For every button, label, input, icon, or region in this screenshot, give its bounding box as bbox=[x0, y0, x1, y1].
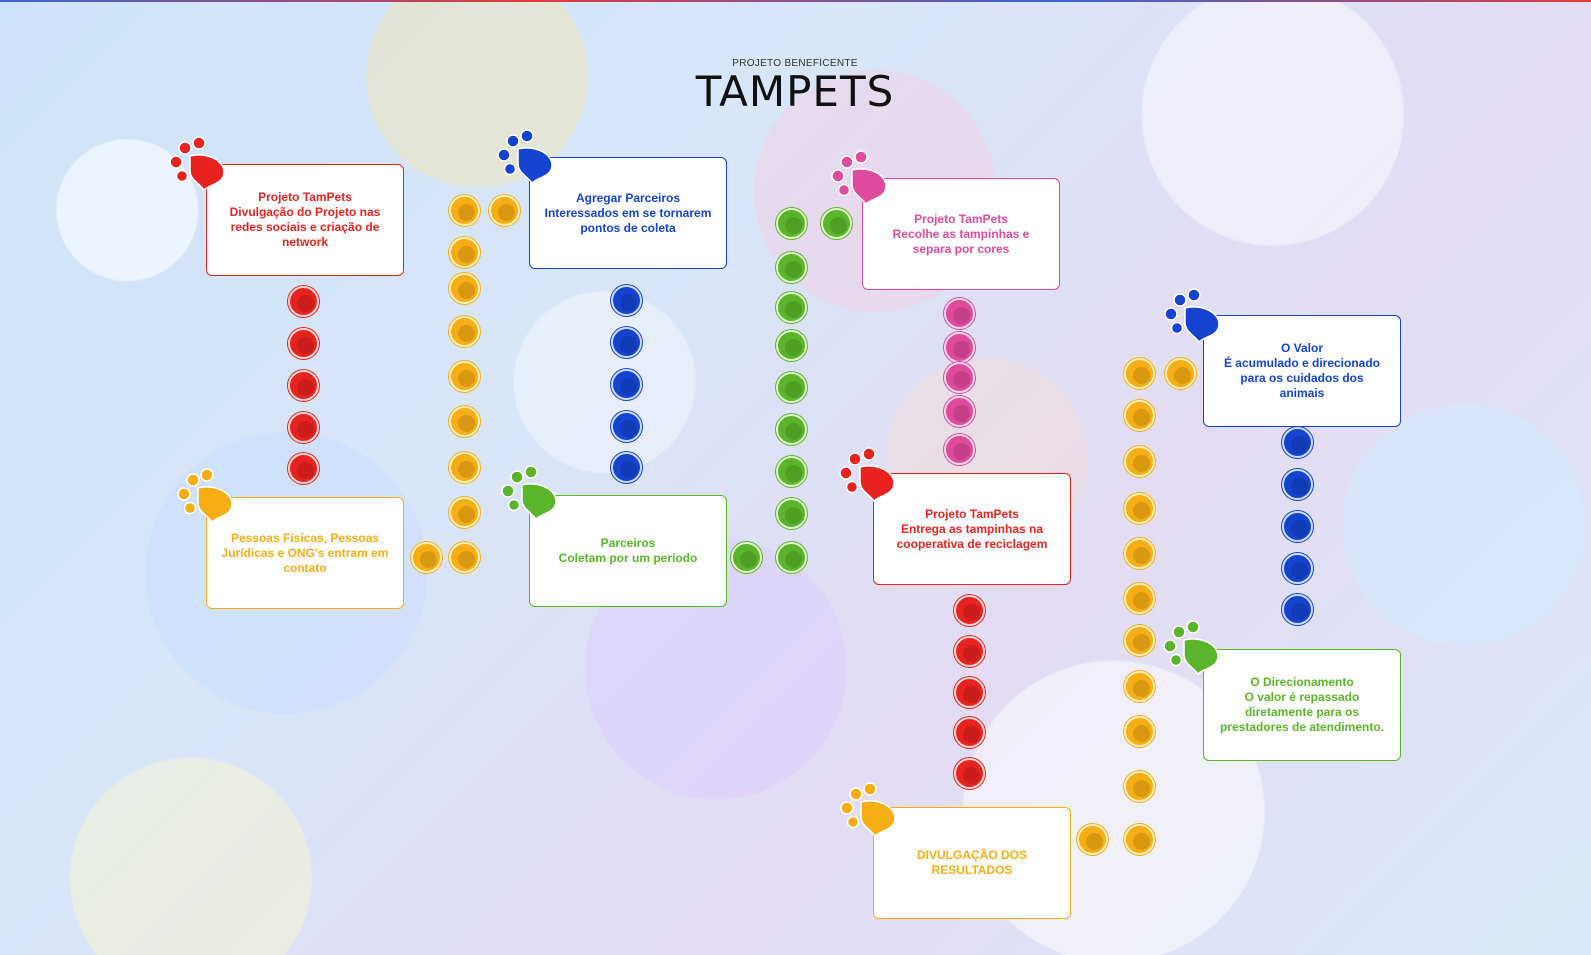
bottle-cap-dot bbox=[776, 252, 807, 283]
bottle-cap-dot bbox=[449, 316, 480, 347]
bottle-cap-dot bbox=[449, 497, 480, 528]
bottle-cap-dot bbox=[449, 406, 480, 437]
step-text: Pessoas Físicas, Pessoas Jurídicas e ONG… bbox=[221, 530, 389, 575]
bottle-cap-dot bbox=[449, 542, 480, 573]
step-text: DIVULGAÇÃO DOS RESULTADOS bbox=[916, 848, 1027, 877]
bottle-cap-dot bbox=[449, 273, 480, 304]
bottle-cap-dot bbox=[611, 452, 642, 483]
bottle-cap-dot bbox=[944, 298, 975, 329]
bottle-cap-dot bbox=[954, 636, 985, 667]
step-card-2: Pessoas Físicas, Pessoas Jurídicas e ONG… bbox=[206, 497, 404, 609]
bottle-cap-dot bbox=[1124, 583, 1155, 614]
bottle-cap-dot bbox=[954, 717, 985, 748]
bottle-cap-dot bbox=[288, 286, 319, 317]
step-card-9: O Direcionamento O valor é repassado dir… bbox=[1203, 649, 1401, 761]
bottle-cap-dot bbox=[1124, 446, 1155, 477]
bottle-cap-dot bbox=[944, 434, 975, 465]
bottle-cap-dot bbox=[1124, 716, 1155, 747]
bottle-cap-dot bbox=[288, 453, 319, 484]
bottle-cap-dot bbox=[288, 412, 319, 443]
bottle-cap-dot bbox=[1124, 493, 1155, 524]
bottle-cap-dot bbox=[954, 677, 985, 708]
step-text: Projeto TamPets Entrega as tampinhas na … bbox=[896, 506, 1048, 551]
bottle-cap-dot bbox=[944, 396, 975, 427]
step-card-8: O Valor É acumulado e direcionado para o… bbox=[1203, 315, 1401, 427]
bottle-cap-dot bbox=[944, 332, 975, 363]
step-text: Parceiros Coletam por um período bbox=[558, 536, 698, 565]
bottle-cap-dot bbox=[1282, 553, 1313, 584]
bottle-cap-dot bbox=[776, 498, 807, 529]
bottle-cap-dot bbox=[1124, 771, 1155, 802]
step-text: Projeto TamPets Divulgação do Projeto na… bbox=[229, 190, 381, 249]
bottle-cap-dot bbox=[489, 195, 520, 226]
tampets-logo: TAMPETS bbox=[695, 67, 895, 116]
bottle-cap-dot bbox=[1282, 594, 1313, 625]
header: PROJETO BENEFICENTE TAMPETS bbox=[690, 58, 900, 115]
bottle-cap-dot bbox=[449, 452, 480, 483]
step-card-6: Projeto TamPets Entrega as tampinhas na … bbox=[873, 473, 1071, 585]
bottle-cap-dot bbox=[611, 411, 642, 442]
paw-icon bbox=[838, 445, 898, 505]
paw-icon bbox=[839, 780, 899, 840]
bottle-cap-dot bbox=[944, 362, 975, 393]
paw-icon bbox=[176, 466, 236, 526]
bottle-cap-dot bbox=[611, 285, 642, 316]
bottle-cap-dot bbox=[776, 330, 807, 361]
bottle-cap-dot bbox=[776, 208, 807, 239]
step-card-5: Projeto TamPets Recolhe as tampinhas e s… bbox=[862, 178, 1060, 290]
step-text: O Direcionamento O valor é repassado dir… bbox=[1219, 675, 1385, 734]
bottle-cap-dot bbox=[1124, 625, 1155, 656]
bottle-cap-dot bbox=[1124, 538, 1155, 569]
paw-icon bbox=[168, 134, 228, 194]
bottle-cap-dot bbox=[449, 361, 480, 392]
bottle-cap-dot bbox=[288, 370, 319, 401]
paw-icon bbox=[1162, 618, 1222, 678]
header-subtitle: PROJETO BENEFICENTE bbox=[732, 58, 858, 69]
paw-icon bbox=[500, 463, 560, 523]
bottle-cap-dot bbox=[1282, 469, 1313, 500]
bottle-cap-dot bbox=[776, 456, 807, 487]
paw-icon bbox=[1163, 286, 1223, 346]
bottle-cap-dot bbox=[411, 542, 442, 573]
bottle-cap-dot bbox=[1282, 511, 1313, 542]
bottle-cap-dot bbox=[954, 758, 985, 789]
step-card-1: Projeto TamPets Divulgação do Projeto na… bbox=[206, 164, 404, 276]
step-card-7: DIVULGAÇÃO DOS RESULTADOS bbox=[873, 807, 1071, 919]
bottle-cap-dot bbox=[449, 237, 480, 268]
step-card-3: Agregar Parceiros Interessados em se tor… bbox=[529, 157, 727, 269]
step-card-4: Parceiros Coletam por um período bbox=[529, 495, 727, 607]
bottle-cap-dot bbox=[1124, 400, 1155, 431]
bottle-cap-dot bbox=[1124, 358, 1155, 389]
step-text: O Valor É acumulado e direcionado para o… bbox=[1223, 341, 1381, 400]
bottle-cap-dot bbox=[731, 542, 762, 573]
bottle-cap-dot bbox=[611, 369, 642, 400]
bottle-cap-dot bbox=[449, 195, 480, 226]
bottle-cap-dot bbox=[288, 328, 319, 359]
bottle-cap-dot bbox=[776, 372, 807, 403]
bottle-cap-dot bbox=[821, 208, 852, 239]
bottle-cap-dot bbox=[1282, 427, 1313, 458]
bottle-cap-dot bbox=[776, 292, 807, 323]
step-text: Projeto TamPets Recolhe as tampinhas e s… bbox=[892, 211, 1030, 256]
paw-icon bbox=[830, 148, 890, 208]
bottle-cap-dot bbox=[776, 414, 807, 445]
top-accent-bar bbox=[0, 0, 1591, 2]
bottle-cap-dot bbox=[954, 595, 985, 626]
bottle-cap-dot bbox=[1077, 824, 1108, 855]
bottle-cap-dot bbox=[776, 542, 807, 573]
paw-icon bbox=[496, 127, 556, 187]
bottle-cap-dot bbox=[611, 327, 642, 358]
step-text: Agregar Parceiros Interessados em se tor… bbox=[544, 190, 712, 235]
bottle-cap-dot bbox=[1124, 671, 1155, 702]
bottle-cap-dot bbox=[1124, 824, 1155, 855]
bottle-cap-dot bbox=[1165, 358, 1196, 389]
